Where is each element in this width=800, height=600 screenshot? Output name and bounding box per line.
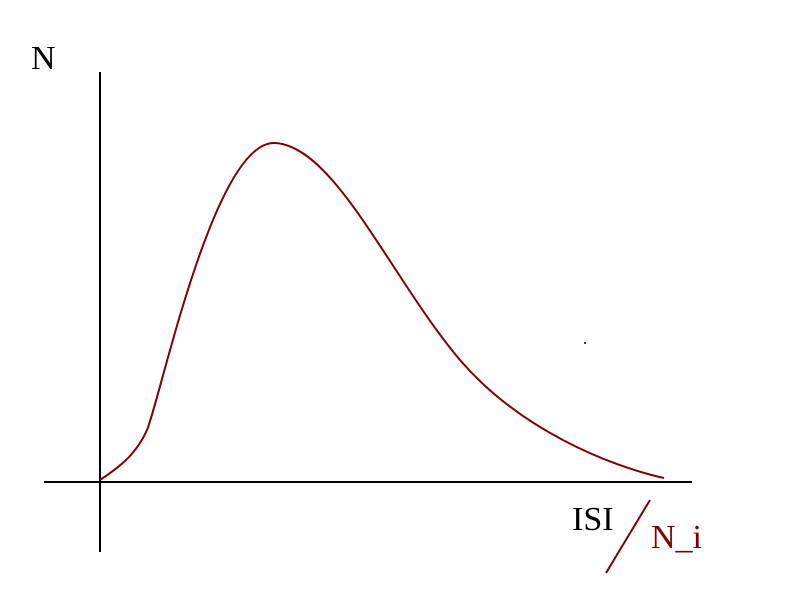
x-axis-label: ISI: [572, 501, 614, 538]
distribution-curve: [99, 141, 665, 481]
normalizer-label: N_i: [651, 519, 702, 556]
division-slash: [605, 499, 651, 574]
y-axis-label: N: [31, 40, 56, 77]
stray-dot: [584, 342, 586, 344]
